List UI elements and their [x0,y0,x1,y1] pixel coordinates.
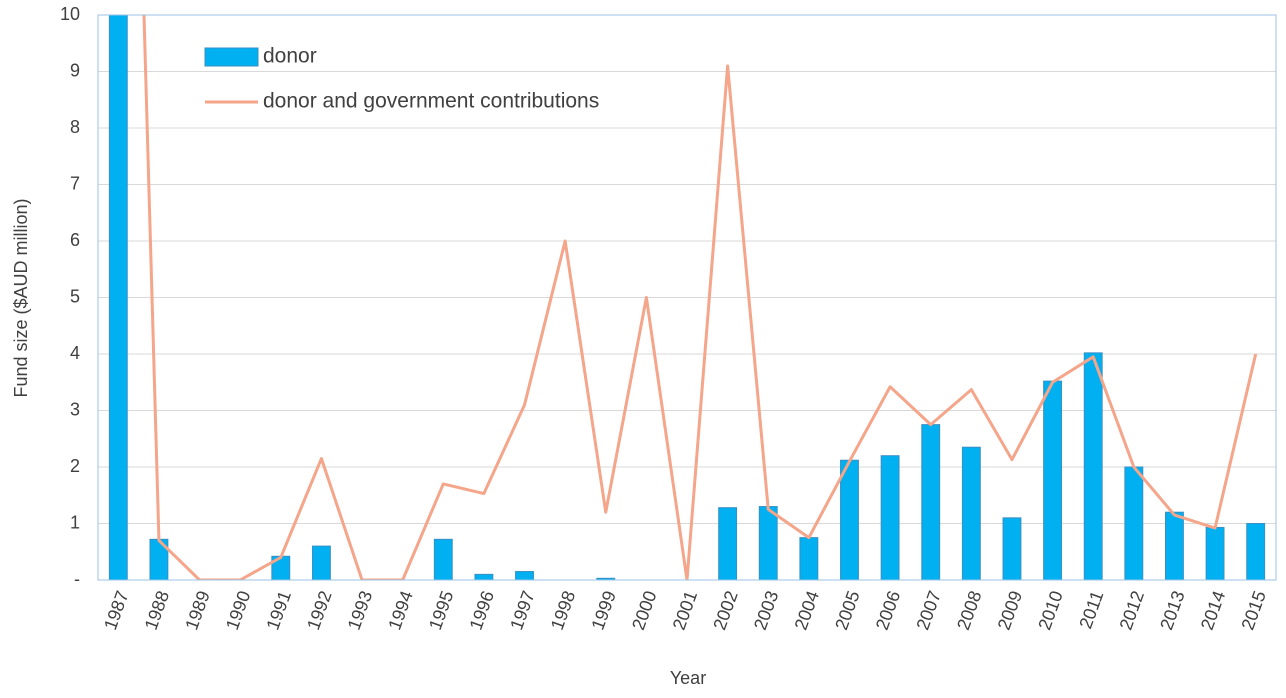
plot-marks [108,15,1266,580]
legend-label: donor and government contributions [263,90,599,113]
x-tick-label: 1989 [181,588,213,632]
line [142,15,1258,580]
x-tick-label: 1993 [344,588,376,632]
bar [921,424,941,580]
y-tick-label: 9 [70,60,80,80]
bar [961,446,981,580]
y-tick-label: - [74,569,80,589]
x-tick-label: 1995 [425,588,457,632]
x-tick-label: 2010 [1034,588,1066,632]
bar [718,507,738,580]
x-tick-label: 2014 [1197,588,1229,632]
bar [1043,380,1063,580]
bar [1246,523,1266,580]
y-tick-label: 6 [70,230,80,250]
legend-label: donor [263,45,317,68]
bar [799,537,819,580]
x-tick-label: 1997 [506,588,538,632]
x-tick-label: 2012 [1116,588,1148,632]
bar [758,506,778,580]
x-tick-label: 2005 [831,588,863,632]
bar [1124,466,1144,580]
x-tick-label: 2002 [709,588,741,632]
x-tick-label: 2007 [912,588,944,632]
bar [840,459,859,580]
x-tick-label: 2011 [1075,588,1107,631]
bar [1165,511,1184,580]
bar [108,15,128,580]
y-tick-label: 10 [60,4,80,24]
x-tick-label: 1988 [141,588,173,632]
plot-border [97,14,1277,581]
x-tick-label: 2008 [953,588,985,632]
bar [311,545,331,580]
bar [880,455,900,580]
bar [1205,526,1225,580]
bar [515,571,534,580]
x-tick-label: 1991 [263,588,295,632]
x-tick-label: 2006 [872,588,904,632]
x-tick-label: 1999 [587,588,619,632]
x-tick-label: 1987 [100,588,132,632]
y-tick-label: 4 [70,343,80,363]
x-tick-label: 2000 [628,588,660,632]
x-tick-label: 2009 [994,588,1026,632]
x-tick-label: 1990 [222,588,254,632]
y-tick-label: 7 [70,173,80,193]
y-axis-title: Fund size ($AUD million) [11,198,31,397]
bar [474,573,494,580]
legend: donor donor and government contributions [204,45,599,113]
x-tick-label: 1996 [466,588,498,632]
x-tick-label: 1994 [384,588,416,632]
y-tick-label: 8 [70,117,80,137]
bar [1002,517,1022,580]
y-tick-label: 5 [70,286,80,306]
y-tick-label: 3 [70,399,80,419]
y-tick-label: 1 [70,512,80,532]
x-axis-title: Year [670,668,706,688]
x-tick-label: 2003 [750,588,782,632]
x-tick-label: 1998 [547,588,579,632]
x-tick-label: 2004 [791,588,823,632]
y-tick-label: 2 [70,456,80,476]
x-tick-label: 2015 [1237,588,1269,632]
x-tick-label: 2001 [669,588,701,632]
legend-swatch [204,47,259,67]
x-tick-label: 1992 [303,588,335,632]
x-tick-label: 2013 [1156,588,1188,632]
bar [1083,352,1103,580]
bar [433,538,453,580]
